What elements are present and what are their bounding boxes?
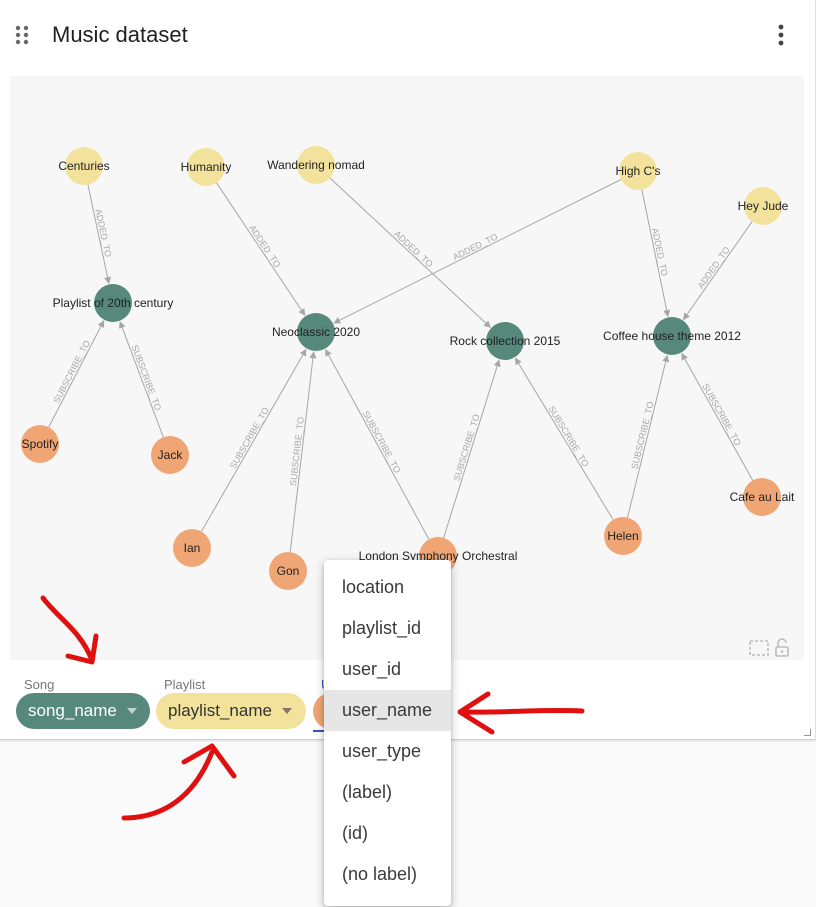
drag-handle-icon[interactable] <box>14 24 30 46</box>
graph-node-label: Jack <box>158 448 184 462</box>
graph-edge-label: SUBSCRIBE_TO <box>51 339 92 405</box>
graph-edge[interactable] <box>333 179 622 324</box>
graph-edge-label: SUBSCRIBE_TO <box>546 404 590 469</box>
page-title: Music dataset <box>52 22 188 47</box>
graph-edge-label: ADDED_TO <box>93 208 113 258</box>
graph-edge[interactable] <box>641 189 671 318</box>
graph-node-user[interactable] <box>151 436 189 474</box>
graph-node-song[interactable] <box>65 147 103 185</box>
dropdown-options: location playlist_id user_id user_name user_… <box>324 567 451 895</box>
lock-open-icon[interactable] <box>774 638 790 658</box>
graph-node-label: Centuries <box>58 159 109 173</box>
graph-node-song[interactable] <box>619 152 657 190</box>
playlist-selector-label: Playlist <box>164 677 206 692</box>
graph-node-label: Rock collection 2015 <box>450 334 561 348</box>
graph-edge[interactable] <box>87 184 111 285</box>
graph-node-label: Cafe au Lait <box>730 490 795 504</box>
graph-edge[interactable] <box>627 354 670 518</box>
dropdown-option[interactable]: (no label) <box>342 864 418 884</box>
graph-node-label: Neoclassic 2020 <box>272 325 360 339</box>
graph-edge[interactable] <box>329 177 491 328</box>
song-selector-label: Song <box>24 677 55 692</box>
dropdown-option[interactable]: location <box>342 577 405 597</box>
graph-node-label: Spotify <box>22 437 59 451</box>
graph-node-label: London Symphony Orchestral <box>359 549 518 563</box>
dropdown-option[interactable]: user_type <box>342 741 422 761</box>
user-label-dropdown: location playlist_id user_id user_name user_… <box>324 560 451 906</box>
annotation-arrowhead-playlist <box>181 743 237 779</box>
graph-node-playlist[interactable] <box>653 317 691 355</box>
user-select-focus-underline <box>313 730 327 732</box>
graph-card: Music dataset ADDED_TO ADDED_TO ADDED_TO AD… <box>0 0 816 740</box>
graph-node-label: Gon <box>277 564 300 578</box>
graph-node-label: Helen <box>607 529 638 543</box>
graph-controls <box>748 638 790 658</box>
graph-edge[interactable] <box>289 351 317 553</box>
graph-edge-label: SUBSCRIBE_TO <box>228 405 271 470</box>
graph-edge-label: SUBSCRIBE_TO <box>629 400 655 470</box>
dropdown-option[interactable]: (id) <box>342 823 368 843</box>
graph-node-label: Ian <box>184 541 201 555</box>
fit-screen-icon[interactable] <box>748 638 770 658</box>
graph-node-user[interactable] <box>743 478 781 516</box>
graph-edge[interactable] <box>681 352 754 481</box>
graph-edge[interactable] <box>325 348 430 540</box>
graph-node-label: Humanity <box>181 160 232 174</box>
playlist-label-select[interactable]: playlist_name <box>156 693 306 729</box>
dropdown-option[interactable]: (label) <box>342 782 393 802</box>
graph-node-playlist[interactable] <box>297 313 335 351</box>
song-label-select[interactable]: song_name <box>16 693 150 729</box>
graph-node-label: Hey Jude <box>738 199 789 213</box>
chevron-down-icon <box>126 708 137 714</box>
chevron-down-icon <box>281 708 292 714</box>
graph-edge[interactable] <box>48 320 105 428</box>
graph-edge-label: SUBSCRIBE_TO <box>129 343 163 411</box>
playlist-select-value: playlist_name <box>168 701 272 720</box>
graph-edge-label: SUBSCRIBE_TO <box>288 416 306 486</box>
label-selector-bar: Song song_name Playlist playlist_name U <box>0 660 815 739</box>
more-menu-icon[interactable] <box>771 22 791 48</box>
graph-edge[interactable] <box>216 182 306 316</box>
graph-edge-label: SUBSCRIBE_TO <box>700 382 743 447</box>
dropdown-option[interactable]: playlist_id <box>342 618 422 638</box>
graph-node-user[interactable] <box>21 425 59 463</box>
song-select-value: song_name <box>28 701 117 720</box>
graph-node-song[interactable] <box>297 146 335 184</box>
graph-node-playlist[interactable] <box>486 322 524 360</box>
graph-edge[interactable] <box>118 321 164 438</box>
graph-edge[interactable] <box>683 221 753 321</box>
graph-node-song[interactable] <box>744 187 782 225</box>
graph-node-user[interactable] <box>269 552 307 590</box>
resize-handle-icon[interactable] <box>804 729 811 736</box>
graph-node-label: Coffee house theme 2012 <box>603 329 741 343</box>
graph-edge[interactable] <box>201 348 307 532</box>
dropdown-option[interactable]: user_id <box>342 659 402 679</box>
graph-node-label: Playlist of 20th century <box>53 296 174 310</box>
graph-edge-label: ADDED_TO <box>650 227 670 277</box>
graph-edge-label: ADDED_TO <box>247 223 282 269</box>
graph-edge[interactable] <box>514 357 614 521</box>
graph-edge-label: SUBSCRIBE_TO <box>361 409 403 475</box>
graph-edge-label: ADDED_TO <box>392 229 435 270</box>
annotation-arrow-playlist <box>121 749 215 821</box>
graph-edge-label: SUBSCRIBE_TO <box>451 413 481 482</box>
graph-node-song[interactable] <box>187 148 225 186</box>
graph-node-label: Wandering nomad <box>267 158 365 172</box>
graph-edge[interactable] <box>443 359 501 539</box>
graph-svg[interactable]: ADDED_TO ADDED_TO ADDED_TO ADDED_TO ADDED_TO… <box>10 76 804 660</box>
graph-node-label: High C's <box>616 164 661 178</box>
graph-node-user[interactable] <box>604 517 642 555</box>
graph-node-user[interactable] <box>173 529 211 567</box>
graph-node-playlist[interactable] <box>94 284 132 322</box>
dropdown-option[interactable]: user_name <box>324 690 451 731</box>
graph-edge-label: ADDED_TO <box>696 245 732 291</box>
graph-edge-label: ADDED_TO <box>451 231 499 262</box>
